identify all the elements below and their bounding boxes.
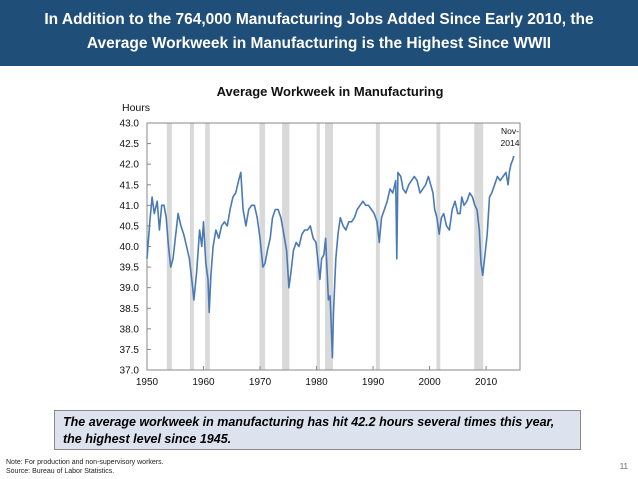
note-text: Note: For production and non-supervisory… [6,458,164,467]
callout-box: The average workweek in manufacturing ha… [54,410,581,450]
y-tick-label: 39.5 [120,263,140,274]
recession-band [205,123,210,370]
y-tick-label: 40.0 [120,242,140,253]
x-tick-label: 2000 [418,377,441,388]
recession-band [190,123,194,370]
page-number: 11 [620,462,628,471]
recession-band [436,123,440,370]
y-tick-label: 43.0 [120,119,140,130]
y-tick-label: 41.5 [120,180,140,191]
annotation-label: Nov- [501,126,519,136]
y-tick-label: 37.5 [120,345,140,356]
x-tick-label: 1990 [362,377,385,388]
y-tick-label: 40.5 [120,221,140,232]
y-tick-label: 42.5 [120,139,140,150]
x-tick-label: 1980 [305,377,328,388]
annotation-label: 2014 [501,138,520,148]
footer-notes: Note: For production and non-supervisory… [6,458,164,476]
recession-band [167,123,172,370]
workweek-chart: 37.0 37.5 38.0 38.5 39.0 39.5 40.0 40.5 41.0 41.5… [0,0,638,400]
y-tick-label: 42.0 [120,160,140,171]
y-tick-label: 38.0 [120,324,140,335]
y-tick-label: 39.0 [120,283,140,294]
x-tick-label: 1960 [192,377,215,388]
x-tick-label: 1950 [136,377,159,388]
recession-band [474,123,483,370]
x-tick-label: 1970 [249,377,272,388]
y-tick-label: 41.0 [120,201,140,212]
y-tick-label: 37.0 [120,366,140,377]
x-tick-label: 2010 [475,377,498,388]
y-tick-label: 38.5 [120,304,140,315]
source-text: Source: Bureau of Labor Statistics. [6,467,164,476]
recession-band [376,123,380,370]
y-axis-label: Hours [122,102,150,114]
